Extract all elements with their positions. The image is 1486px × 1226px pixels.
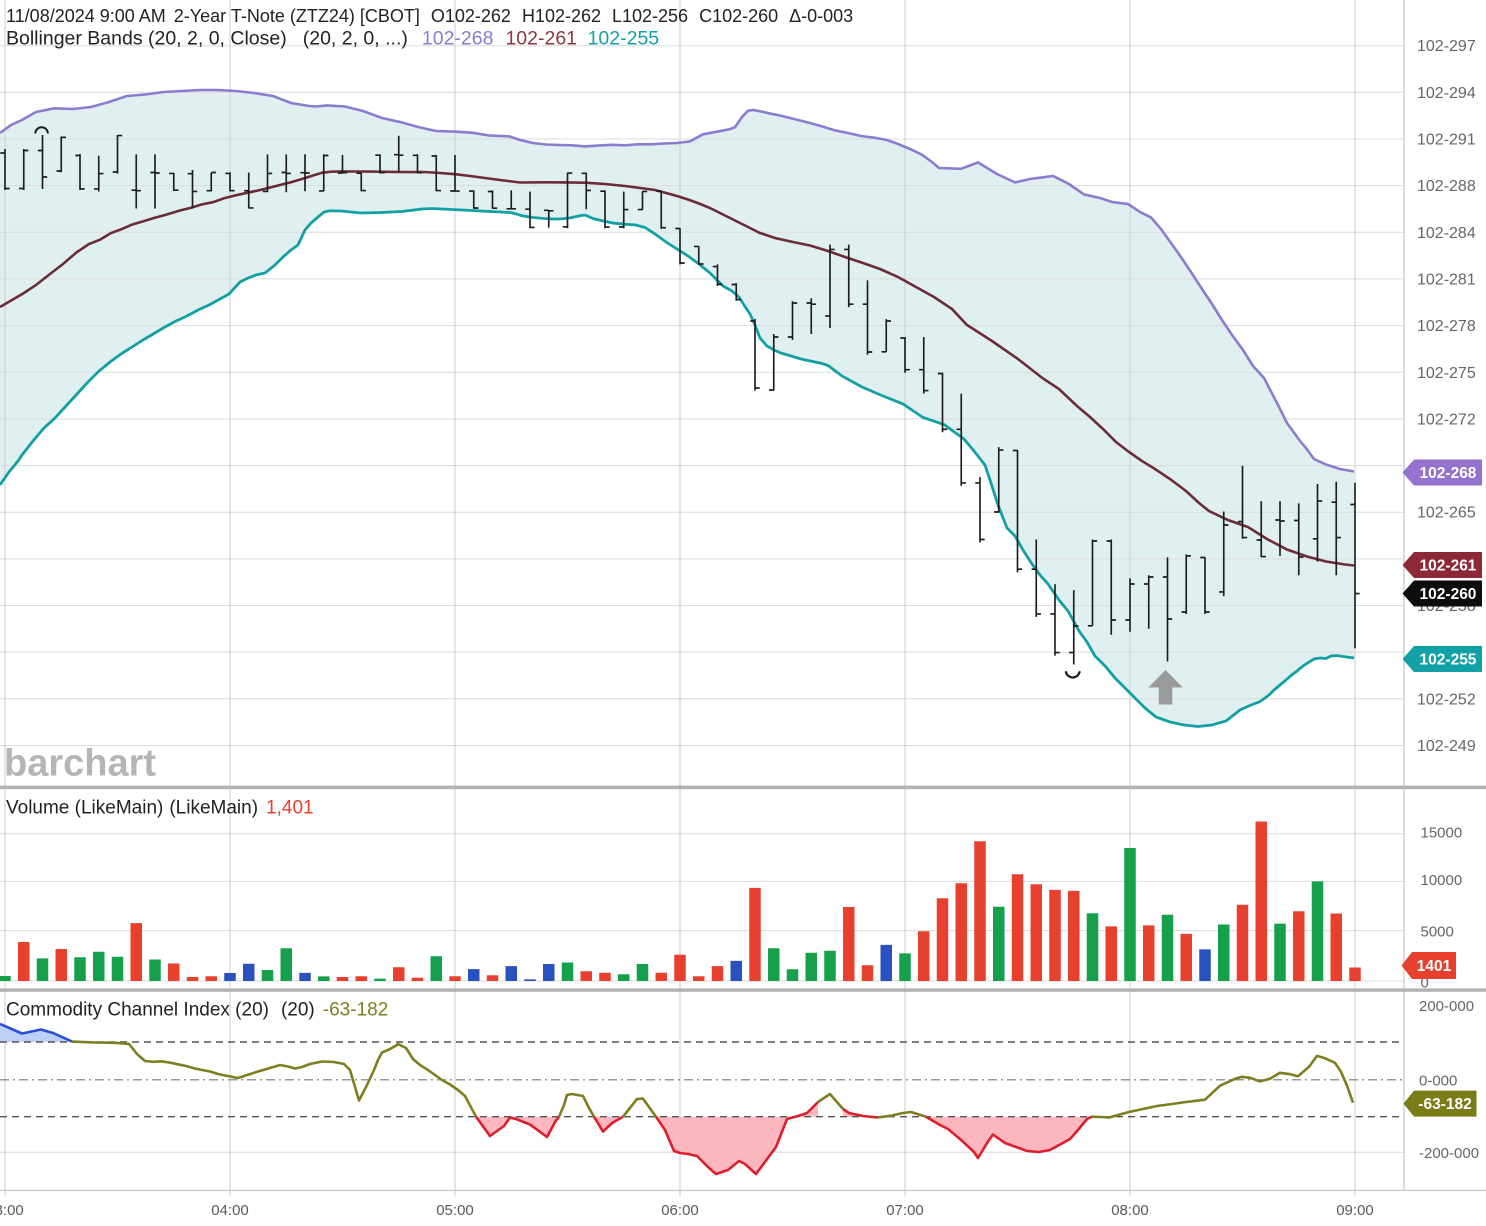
svg-text:11/08/2024 9:00 AM2-Year T-Not: 11/08/2024 9:00 AM 2-Year T-Note (ZTZ24) … <box>6 6 853 26</box>
svg-text:0: 0 <box>1421 975 1429 992</box>
svg-text:102-252: 102-252 <box>1417 691 1476 708</box>
svg-text:1401: 1401 <box>1417 958 1452 975</box>
svg-text:06:00: 06:00 <box>661 1202 699 1219</box>
svg-text:102-272: 102-272 <box>1417 411 1476 428</box>
svg-text:Bollinger Bands (20, 2, 0, Clo: Bollinger Bands (20, 2, 0, Close) (20, 2,… <box>6 28 659 50</box>
svg-text:0-000: 0-000 <box>1419 1072 1457 1089</box>
svg-text:-63-182: -63-182 <box>1418 1096 1471 1113</box>
svg-text:5000: 5000 <box>1421 923 1454 940</box>
svg-text:Volume (LikeMain)(LikeMain)1,4: Volume (LikeMain) (LikeMain) 1,401 <box>6 798 314 819</box>
svg-text:102-291: 102-291 <box>1417 132 1476 149</box>
svg-text:04:00: 04:00 <box>211 1202 249 1219</box>
svg-text:102-255: 102-255 <box>1420 652 1477 669</box>
svg-text:07:00: 07:00 <box>886 1202 924 1219</box>
svg-text:15000: 15000 <box>1421 825 1463 842</box>
svg-text:102-294: 102-294 <box>1417 85 1476 102</box>
svg-text:200-000: 200-000 <box>1419 998 1474 1015</box>
svg-text:10000: 10000 <box>1421 872 1463 889</box>
svg-text:102-281: 102-281 <box>1417 271 1476 288</box>
svg-text:09:00: 09:00 <box>1336 1202 1374 1219</box>
svg-text:102-268: 102-268 <box>1420 465 1477 482</box>
svg-text:102-260: 102-260 <box>1420 586 1477 603</box>
svg-text:102-297: 102-297 <box>1417 38 1476 55</box>
svg-text:03:00: 03:00 <box>0 1202 24 1219</box>
svg-text:102-284: 102-284 <box>1417 225 1476 242</box>
svg-text:102-249: 102-249 <box>1417 738 1476 755</box>
svg-text:05:00: 05:00 <box>436 1202 474 1219</box>
svg-text:102-288: 102-288 <box>1417 178 1476 195</box>
svg-text:08:00: 08:00 <box>1111 1202 1149 1219</box>
svg-text:102-278: 102-278 <box>1417 318 1476 335</box>
svg-text:102-265: 102-265 <box>1417 505 1476 522</box>
svg-text:barchart: barchart <box>4 743 156 785</box>
svg-text:102-275: 102-275 <box>1417 365 1476 382</box>
svg-text:-200-000: -200-000 <box>1419 1145 1479 1162</box>
svg-text:Commodity Channel Index (20)(2: Commodity Channel Index (20) (20) -63-182 <box>6 1000 388 1021</box>
svg-text:102-261: 102-261 <box>1420 558 1477 575</box>
